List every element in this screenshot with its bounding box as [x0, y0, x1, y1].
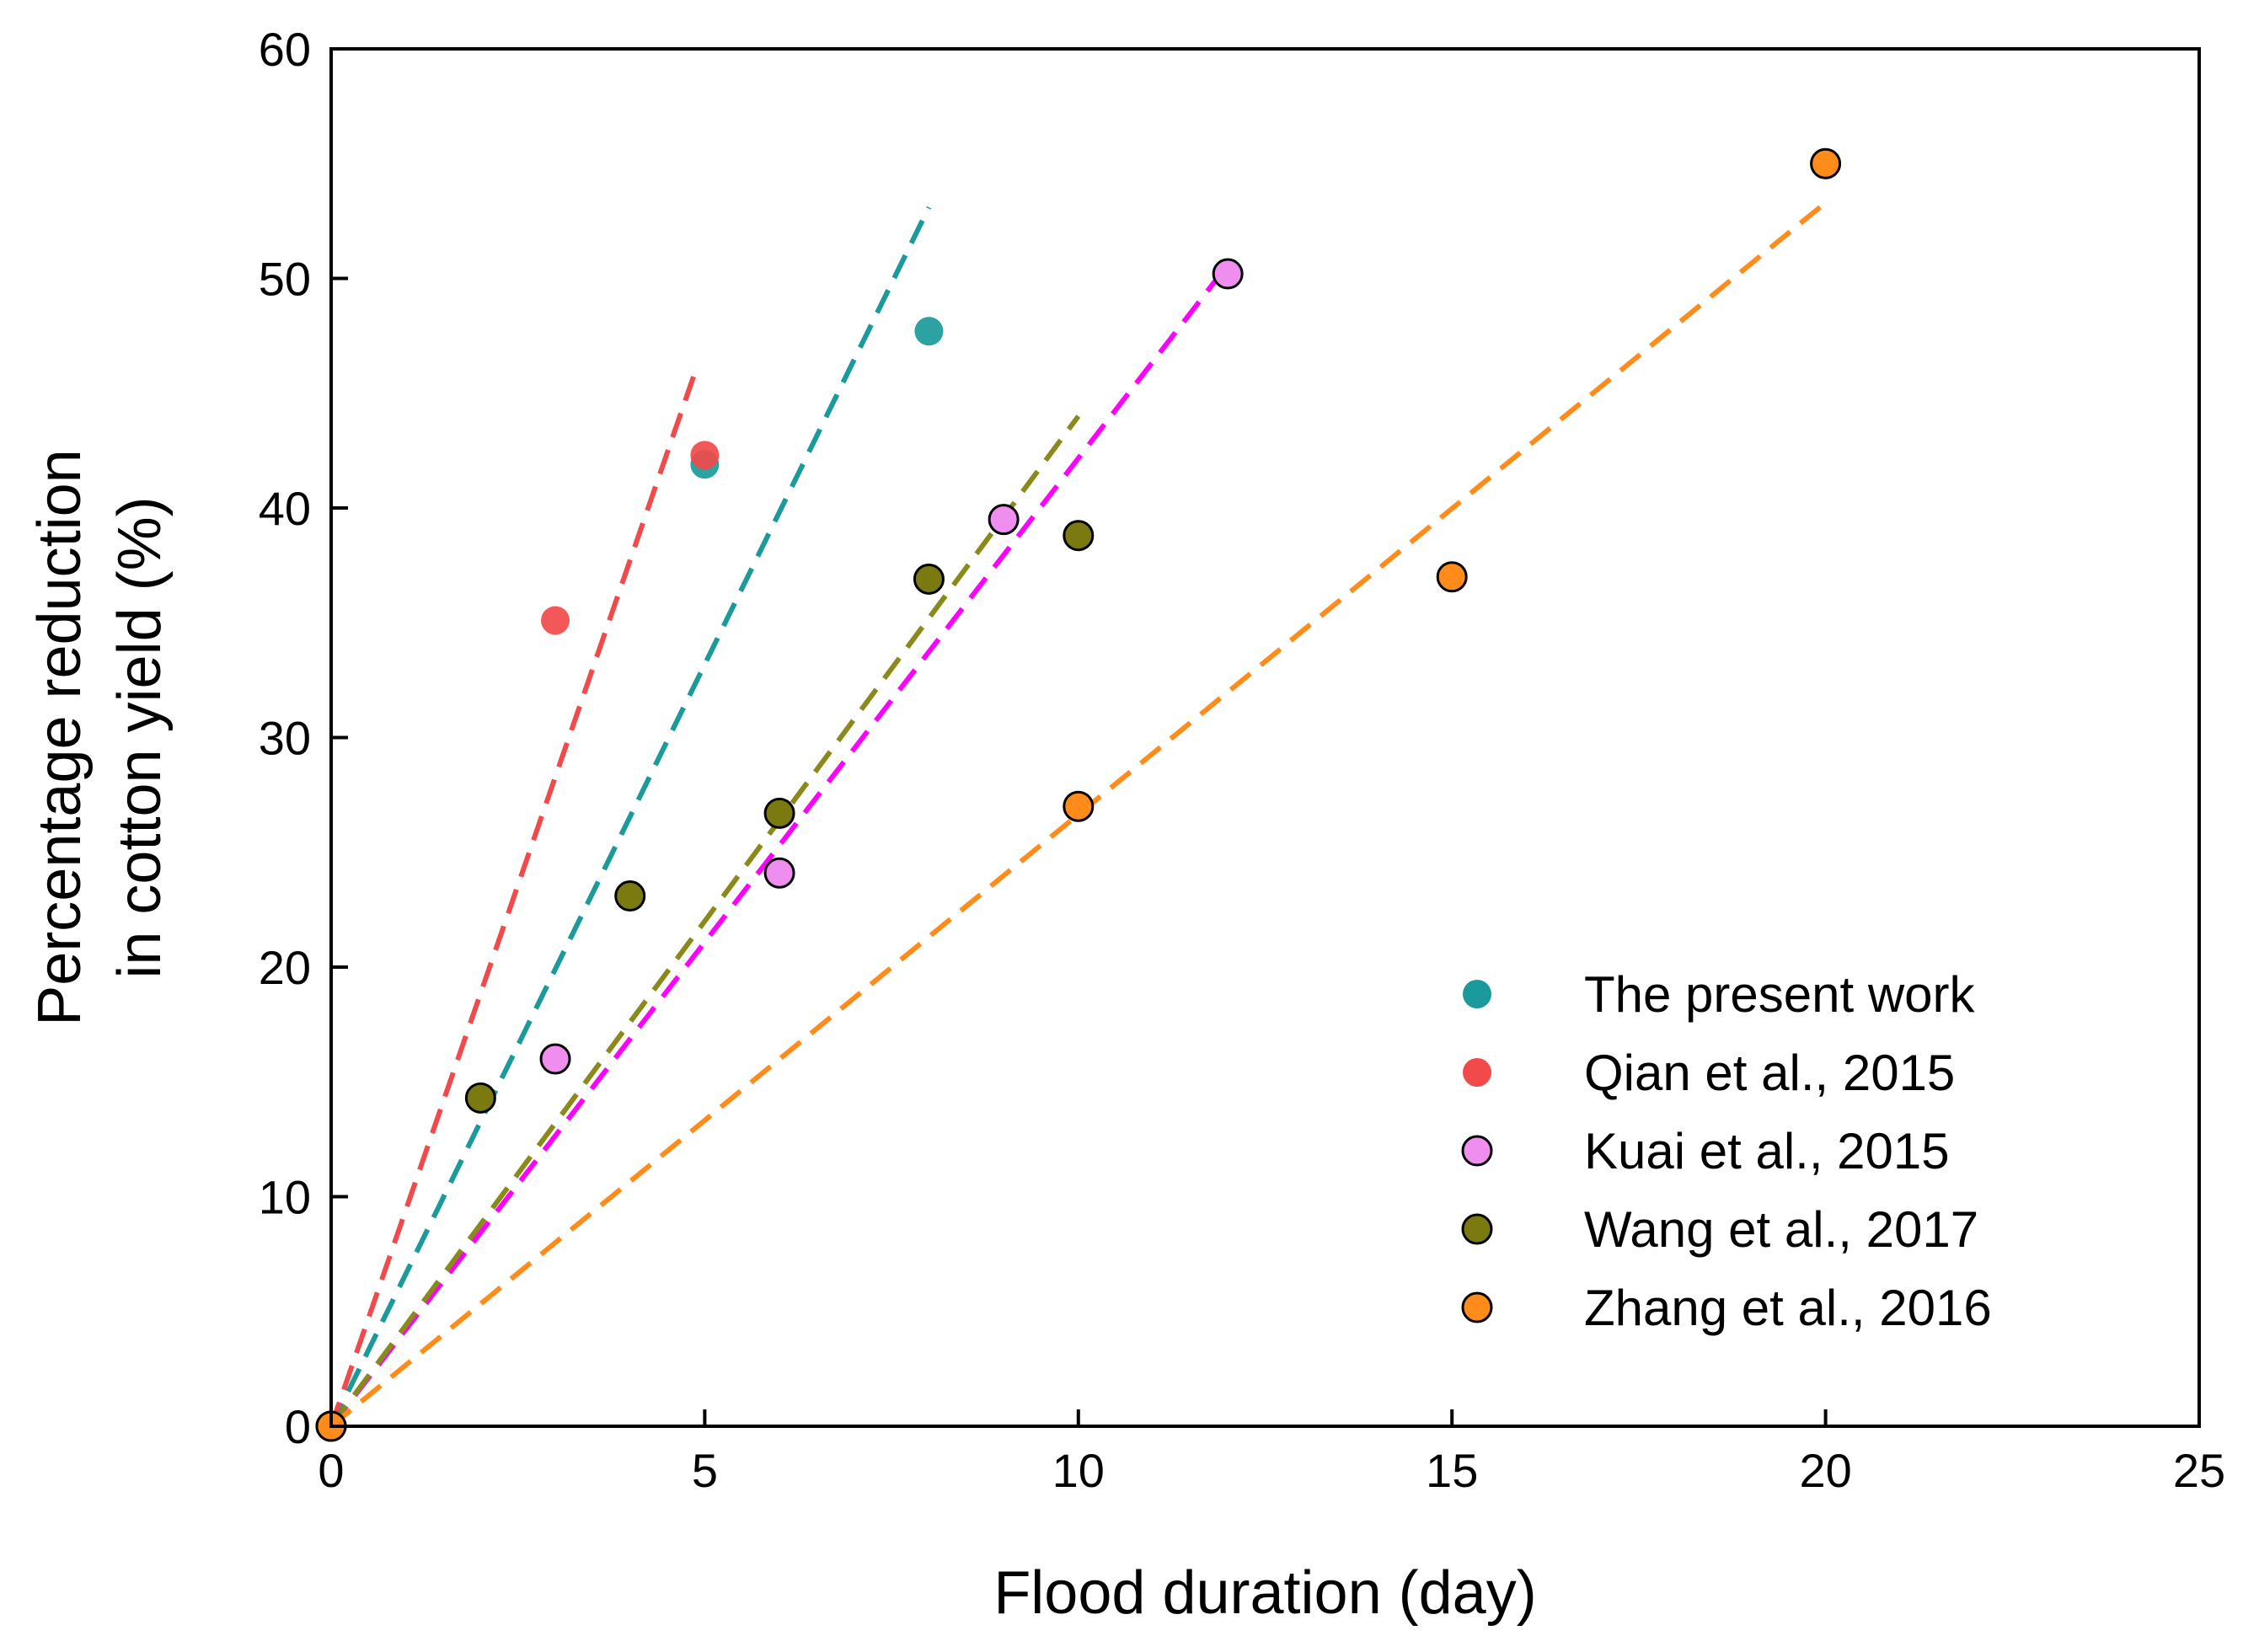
data-point	[1063, 790, 1095, 822]
x-axis-title: Flood duration (day)	[993, 1559, 1536, 1627]
legend-marker	[1461, 1135, 1493, 1167]
data-point	[1436, 561, 1468, 593]
data-point	[913, 563, 945, 595]
x-tick-label: 20	[1799, 1444, 1851, 1497]
legend-label: Zhang et al., 2016	[1584, 1280, 1992, 1336]
data-point	[690, 441, 720, 470]
fit-line	[329, 414, 1081, 1428]
y-tick-label: 0	[285, 1400, 311, 1453]
legend-marker	[1461, 1291, 1493, 1323]
x-tick-label: 0	[318, 1444, 344, 1497]
fit-line	[329, 206, 932, 1428]
fit-lines	[329, 200, 1828, 1429]
legend-label: Qian et al., 2015	[1584, 1045, 1955, 1101]
legend-label: Wang et al., 2017	[1584, 1201, 1978, 1258]
data-point	[988, 504, 1020, 536]
data-point	[464, 1082, 496, 1114]
y-tick-label: 30	[259, 712, 311, 765]
x-tick-label: 15	[1426, 1444, 1478, 1497]
data-point	[614, 880, 646, 912]
legend-label: Kuai et al., 2015	[1584, 1123, 1950, 1179]
data-point	[539, 1043, 571, 1075]
data-point	[541, 606, 570, 635]
y-tick-label: 10	[259, 1171, 311, 1224]
y-tick-label: 40	[259, 482, 311, 535]
x-tick-label: 10	[1052, 1444, 1105, 1497]
legend-marker	[1463, 980, 1491, 1008]
legend-marker	[1463, 1058, 1491, 1087]
fit-line	[329, 200, 1828, 1429]
legend: The present work Qian et al., 2015 Kuai et…	[1461, 966, 1992, 1336]
y-axis-title-line: in cotton yield (%)	[106, 496, 174, 978]
fit-line	[329, 365, 700, 1427]
y-tick-label: 20	[259, 941, 311, 994]
legend-label: The present work	[1584, 966, 1976, 1023]
data-point	[1212, 258, 1244, 290]
fit-line	[329, 263, 1230, 1428]
y-tick-label: 50	[259, 253, 311, 306]
y-axis-title: Percentage reduction in cotton yield (%)	[26, 449, 174, 1025]
data-point	[914, 317, 944, 346]
y-tick-label: 60	[259, 23, 311, 76]
y-axis-title-line: Percentage reduction	[26, 449, 94, 1025]
x-tick-label: 25	[2173, 1444, 2225, 1497]
data-point	[763, 857, 795, 889]
data-point	[1063, 520, 1095, 552]
data-point	[763, 797, 795, 829]
x-axis-ticks: 0 5 10 15 20 25	[318, 1409, 2225, 1497]
y-axis-ticks: 0 10 20 30 40 50 60	[259, 23, 348, 1453]
data-point	[1810, 147, 1842, 179]
legend-marker	[1461, 1213, 1493, 1245]
x-tick-label: 5	[692, 1444, 718, 1497]
